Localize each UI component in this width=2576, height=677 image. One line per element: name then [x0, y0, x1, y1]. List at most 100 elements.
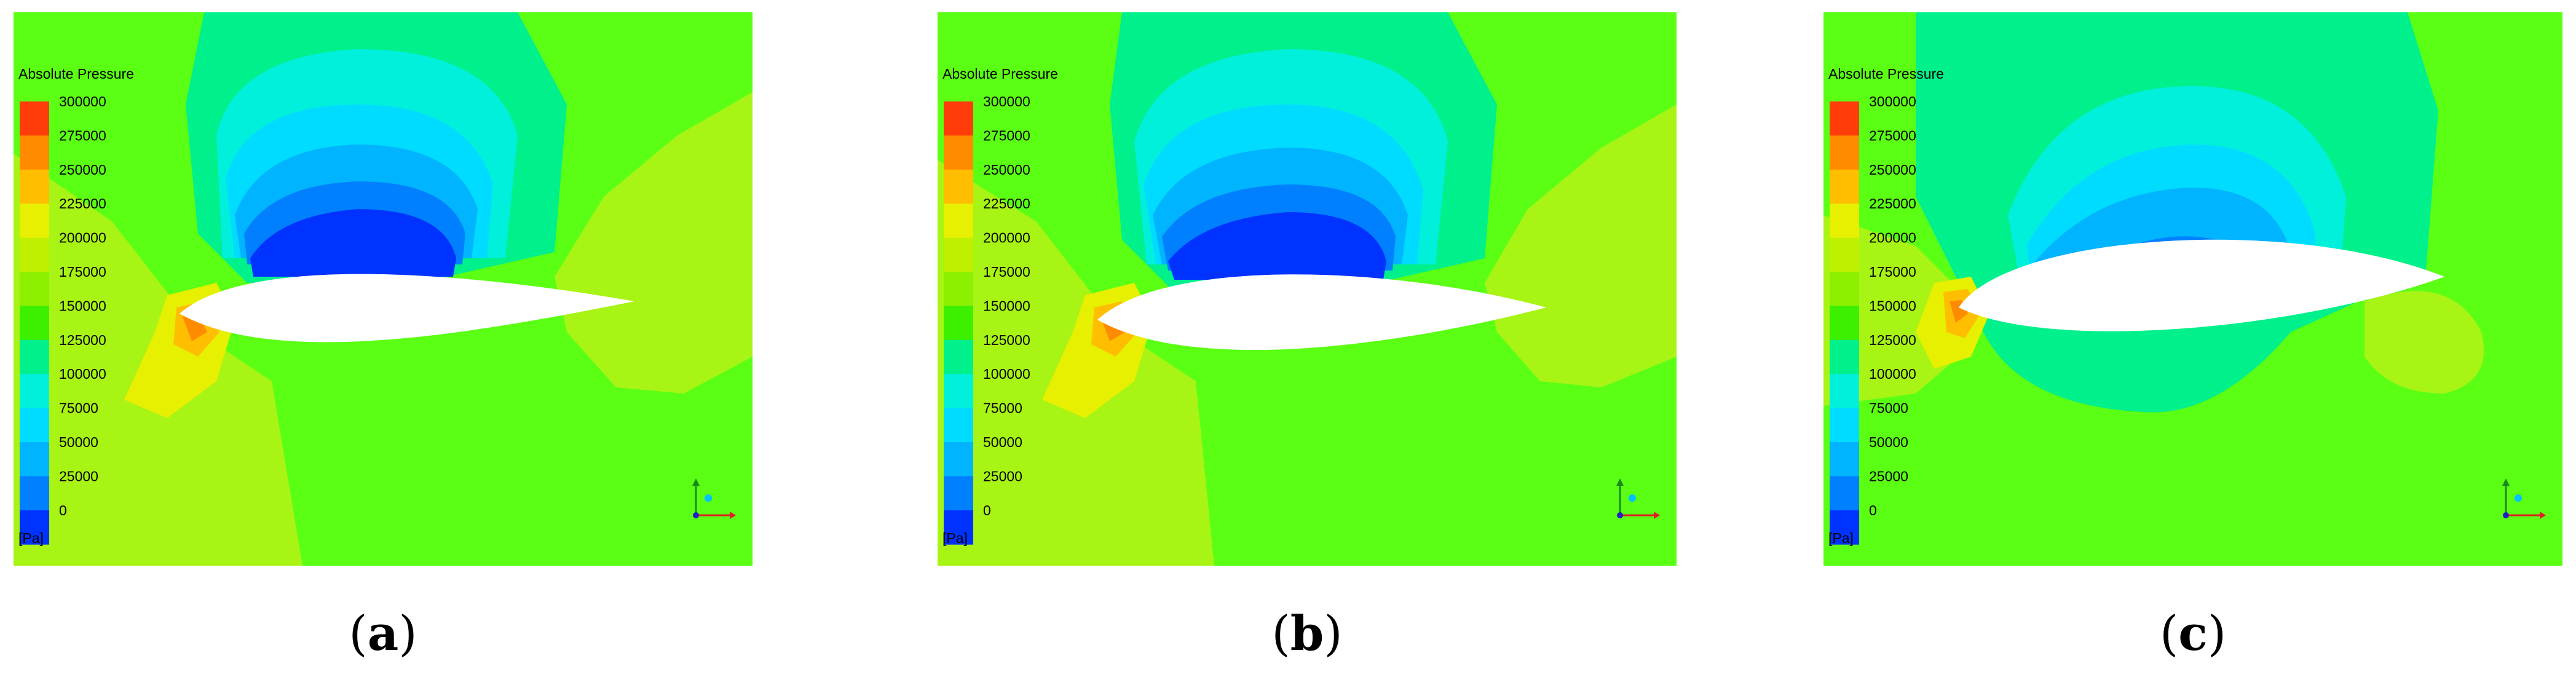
legend-band: [20, 408, 49, 443]
region-darkblue: [250, 209, 456, 277]
legend-title: Absolute Pressure: [942, 66, 1058, 82]
legend-band: [20, 442, 49, 477]
legend-tick-label: 125000: [1869, 332, 1916, 348]
axis-triad: [2502, 478, 2546, 519]
legend-tick-label: 0: [1869, 502, 1877, 518]
legend-tick-label: 100000: [59, 366, 106, 382]
legend-band: [20, 476, 49, 511]
legend-band: [20, 101, 49, 136]
airfoil: [180, 274, 634, 342]
legend-tick-label: 50000: [1869, 434, 1908, 450]
legend-band: [1830, 306, 1859, 341]
legend-tick-label: 0: [983, 502, 991, 518]
legend-tick-label: 150000: [1869, 298, 1916, 314]
caption-a: (a): [349, 606, 417, 662]
legend-band: [1830, 204, 1859, 239]
legend-tick-label: 175000: [983, 264, 1030, 280]
color-legend: Absolute Pressure30000027500025000022500…: [1828, 66, 1944, 546]
legend-tick-label: 275000: [983, 127, 1030, 143]
legend-band: [20, 339, 49, 374]
legend-tick-label: 300000: [983, 93, 1030, 109]
axis-triad: [692, 478, 736, 519]
airfoil: [1959, 239, 2444, 331]
legend-tick-label: 200000: [59, 230, 106, 246]
region-darkblue: [1168, 212, 1386, 280]
legend-band: [944, 169, 973, 204]
legend-tick-label: 300000: [1869, 93, 1916, 109]
legend-band: [944, 442, 973, 477]
caption-c: (c): [2159, 606, 2227, 662]
legend-band: [1830, 510, 1859, 545]
legend-tick-label: 75000: [983, 400, 1022, 416]
legend-band: [944, 374, 973, 409]
legend-band: [1830, 101, 1859, 136]
legend-tick-label: 225000: [983, 196, 1030, 212]
legend-tick-label: 275000: [1869, 127, 1916, 143]
axis-triad: [1616, 478, 1660, 519]
legend-band: [1830, 374, 1859, 409]
legend-tick-label: 250000: [59, 162, 106, 178]
legend-band: [944, 101, 973, 136]
caption-b: (b): [1271, 606, 1343, 662]
legend-tick-label: 250000: [1869, 162, 1916, 178]
legend-tick-label: 100000: [983, 366, 1030, 382]
legend-unit: [Pa]: [942, 530, 968, 546]
legend-band: [20, 237, 49, 272]
legend-tick-label: 200000: [1869, 230, 1916, 246]
legend-band: [20, 374, 49, 409]
legend-unit: [Pa]: [1828, 530, 1854, 546]
legend-band: [944, 476, 973, 511]
legend-tick-label: 175000: [59, 264, 106, 280]
legend-band: [1830, 339, 1859, 374]
legend-band: [20, 272, 49, 306]
legend-tick-label: 175000: [1869, 264, 1916, 280]
legend-band: [944, 237, 973, 272]
contour-plot-a: Absolute Pressure30000027500025000022500…: [14, 12, 753, 566]
legend-tick-label: 225000: [59, 196, 106, 212]
legend-tick-label: 275000: [59, 127, 106, 143]
region-yellowgreen-right: [1485, 105, 1677, 387]
legend-unit: [Pa]: [18, 530, 44, 546]
legend-band: [944, 408, 973, 443]
legend-tick-label: 125000: [983, 332, 1030, 348]
legend-tick-label: 50000: [983, 434, 1022, 450]
legend-band: [944, 339, 973, 374]
legend-band: [20, 510, 49, 545]
legend-tick-label: 75000: [59, 400, 98, 416]
color-legend: Absolute Pressure30000027500025000022500…: [942, 66, 1058, 546]
region-yellowgreen-right: [555, 92, 753, 394]
legend-band: [1830, 237, 1859, 272]
region-yellowgreen-right: [2365, 291, 2484, 394]
legend-band: [20, 306, 49, 341]
legend-tick-label: 0: [59, 502, 67, 518]
legend-tick-label: 75000: [1869, 400, 1908, 416]
panel-a: Absolute Pressure 300000 275000 250000 22500…: [14, 12, 753, 566]
legend-band: [944, 272, 973, 306]
legend-tick-label: 25000: [983, 468, 1022, 484]
legend-band: [1830, 169, 1859, 204]
legend-tick-label: 50000: [59, 434, 98, 450]
legend-tick-label: 150000: [59, 298, 106, 314]
contour-plot-c: Absolute Pressure30000027500025000022500…: [1823, 12, 2562, 566]
legend-tick-label: 250000: [983, 162, 1030, 178]
legend-tick-label: 300000: [59, 93, 106, 109]
legend-band: [1830, 135, 1859, 170]
panel-c: Absolute Pressure 300000 275000 250000 22500…: [1823, 12, 2562, 566]
contour-plot-b: Absolute Pressure30000027500025000022500…: [938, 12, 1677, 566]
legend-band: [20, 169, 49, 204]
legend-band: [1830, 476, 1859, 511]
legend-tick-label: 200000: [983, 230, 1030, 246]
legend-band: [944, 306, 973, 341]
legend-tick-label: 25000: [59, 468, 98, 484]
legend-band: [20, 204, 49, 239]
panel-b: Absolute Pressure 300000 275000 250000 22500…: [938, 12, 1677, 566]
legend-tick-label: 125000: [59, 332, 106, 348]
legend-tick-label: 100000: [1869, 366, 1916, 382]
legend-band: [944, 135, 973, 170]
legend-title: Absolute Pressure: [1828, 66, 1944, 82]
legend-band: [944, 510, 973, 545]
legend-band: [944, 204, 973, 239]
legend-band: [1830, 408, 1859, 443]
color-legend: Absolute Pressure30000027500025000022500…: [18, 66, 134, 546]
legend-band: [20, 135, 49, 170]
